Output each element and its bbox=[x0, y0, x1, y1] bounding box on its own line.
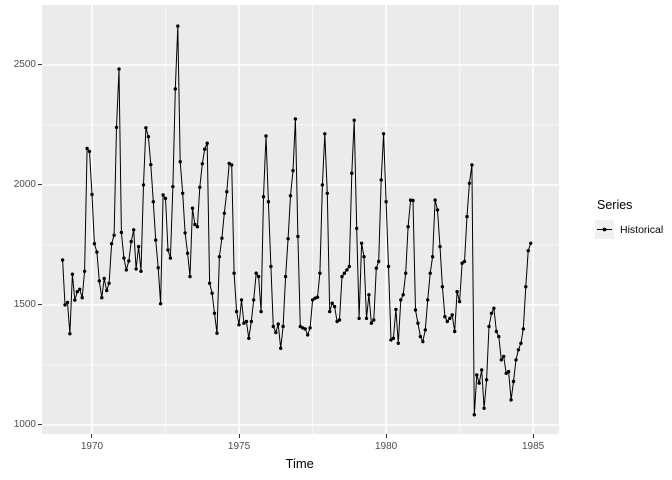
historical-series-line bbox=[62, 26, 532, 415]
legend-item-label: Historical bbox=[620, 223, 664, 236]
x-tick-label: 1985 bbox=[521, 441, 545, 452]
x-tick-label: 1975 bbox=[227, 441, 251, 452]
y-tick-mark bbox=[38, 64, 42, 66]
historical-series-points bbox=[60, 24, 533, 417]
y-tick-label: 1000 bbox=[13, 418, 36, 430]
legend: Series Historical bbox=[595, 198, 663, 239]
x-tick-label: 1980 bbox=[374, 441, 398, 452]
x-tick-mark bbox=[91, 434, 93, 438]
plot-panel bbox=[42, 5, 559, 434]
x-tick-mark bbox=[385, 434, 387, 438]
y-tick-label: 2000 bbox=[13, 178, 36, 190]
major-gridlines bbox=[42, 5, 559, 434]
y-tick-label: 2500 bbox=[13, 58, 36, 70]
minor-gridlines bbox=[42, 5, 559, 434]
x-axis-title: Time bbox=[285, 456, 314, 471]
y-tick-label: 1500 bbox=[13, 298, 36, 310]
legend-title: Series bbox=[597, 198, 633, 212]
point-line-key-icon bbox=[595, 220, 614, 239]
y-tick-mark bbox=[38, 184, 42, 186]
y-tick-mark bbox=[38, 304, 42, 306]
x-tick-mark bbox=[238, 434, 240, 438]
y-tick-mark bbox=[38, 424, 42, 426]
x-tick-label: 1970 bbox=[80, 441, 104, 452]
legend-item-historical: Historical bbox=[595, 220, 663, 239]
x-tick-mark bbox=[532, 434, 534, 438]
series-plot bbox=[42, 5, 559, 434]
